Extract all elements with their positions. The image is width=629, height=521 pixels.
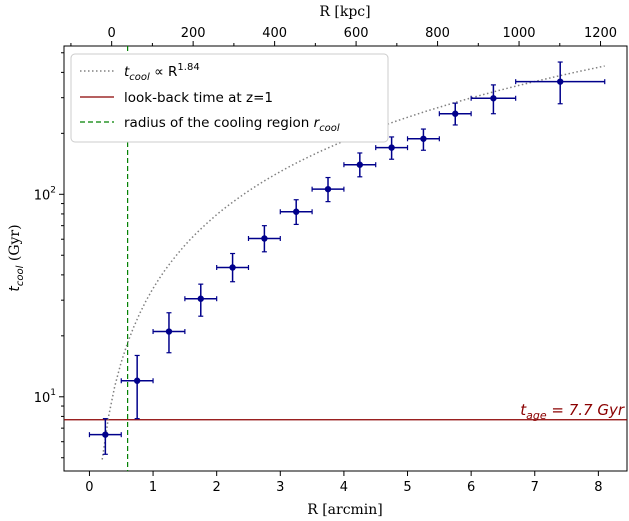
legend-cooling-text: radius of the cooling region [124, 115, 314, 131]
x2-tick-label: 1200 [584, 26, 617, 41]
x-tick-label: 8 [594, 480, 602, 495]
y-title-sub: cool [15, 265, 26, 286]
data-point [490, 95, 497, 102]
y-axis-title: tcool (Gyr) [7, 224, 26, 291]
data-point [452, 110, 459, 117]
y-tick-exp: 1 [50, 388, 56, 398]
data-point [261, 235, 268, 242]
legend-cooling-label: radius of the cooling region rcool [124, 115, 340, 134]
x-tick-label: 2 [213, 480, 221, 495]
tage-unit: Gyr [597, 401, 625, 419]
data-point [102, 431, 109, 438]
legend-lookback-label: look-back time at z=1 [124, 90, 273, 106]
y-tick-label: 102 [34, 185, 56, 203]
legend-fit-sup: 1.84 [177, 62, 199, 73]
x-tick-label: 6 [467, 480, 475, 495]
data-point [557, 78, 564, 85]
y-tick-label: 101 [34, 388, 56, 406]
y-tick-exp: 2 [50, 185, 56, 195]
legend-box [70, 53, 389, 143]
legend-fit-t: t [124, 64, 130, 80]
tage-sub: age [526, 409, 547, 422]
x-tick-label: 7 [531, 480, 539, 495]
data-points [88, 61, 606, 455]
x-tick-label: 1 [149, 480, 157, 495]
x2-axis-title: R [kpc] [319, 4, 370, 20]
legend-fit-sub: cool [129, 72, 150, 83]
data-point [420, 135, 427, 142]
y-title-unit: (Gyr) [7, 224, 23, 265]
legend-fit-label: tcool ∝ R1.84 [124, 62, 200, 83]
x2-tick-label: 0 [108, 26, 116, 41]
y-tick-base: 10 [34, 391, 51, 406]
data-point [292, 208, 300, 215]
x2-tick-label: 400 [262, 26, 287, 41]
x-tick-label: 4 [340, 480, 348, 495]
tage-t: t [520, 401, 527, 419]
x-tick-label: 5 [403, 480, 411, 495]
data-point [133, 377, 141, 384]
x2-tick-label: 1000 [502, 26, 535, 41]
tage-rest: = 7.7 [547, 401, 598, 419]
data-point [324, 185, 332, 193]
x-tick-label: 3 [276, 480, 284, 495]
x2-tick-label: 800 [425, 26, 450, 41]
data-point [388, 144, 395, 151]
legend-cooling-sub: cool [319, 123, 340, 134]
x2-tick-label: 600 [344, 26, 369, 41]
data-point [165, 328, 173, 335]
legend: tcool ∝ R1.84 look-back time at z=1 radi… [70, 53, 389, 143]
legend-fit-mid: ∝ R [150, 64, 178, 80]
x2-tick-label: 200 [181, 26, 206, 41]
x-axis-title: R [arcmin] [307, 502, 383, 518]
data-point [229, 264, 236, 271]
x-tick-label: 0 [85, 480, 93, 495]
data-point [197, 295, 204, 302]
tage-annotation: tage = 7.7 Gyr [520, 401, 625, 422]
y-title-t: t [7, 286, 23, 292]
plot-frame [63, 45, 628, 472]
legend-cooling-r: r [314, 115, 321, 131]
y-tick-base: 10 [34, 188, 51, 203]
data-point [356, 161, 364, 168]
